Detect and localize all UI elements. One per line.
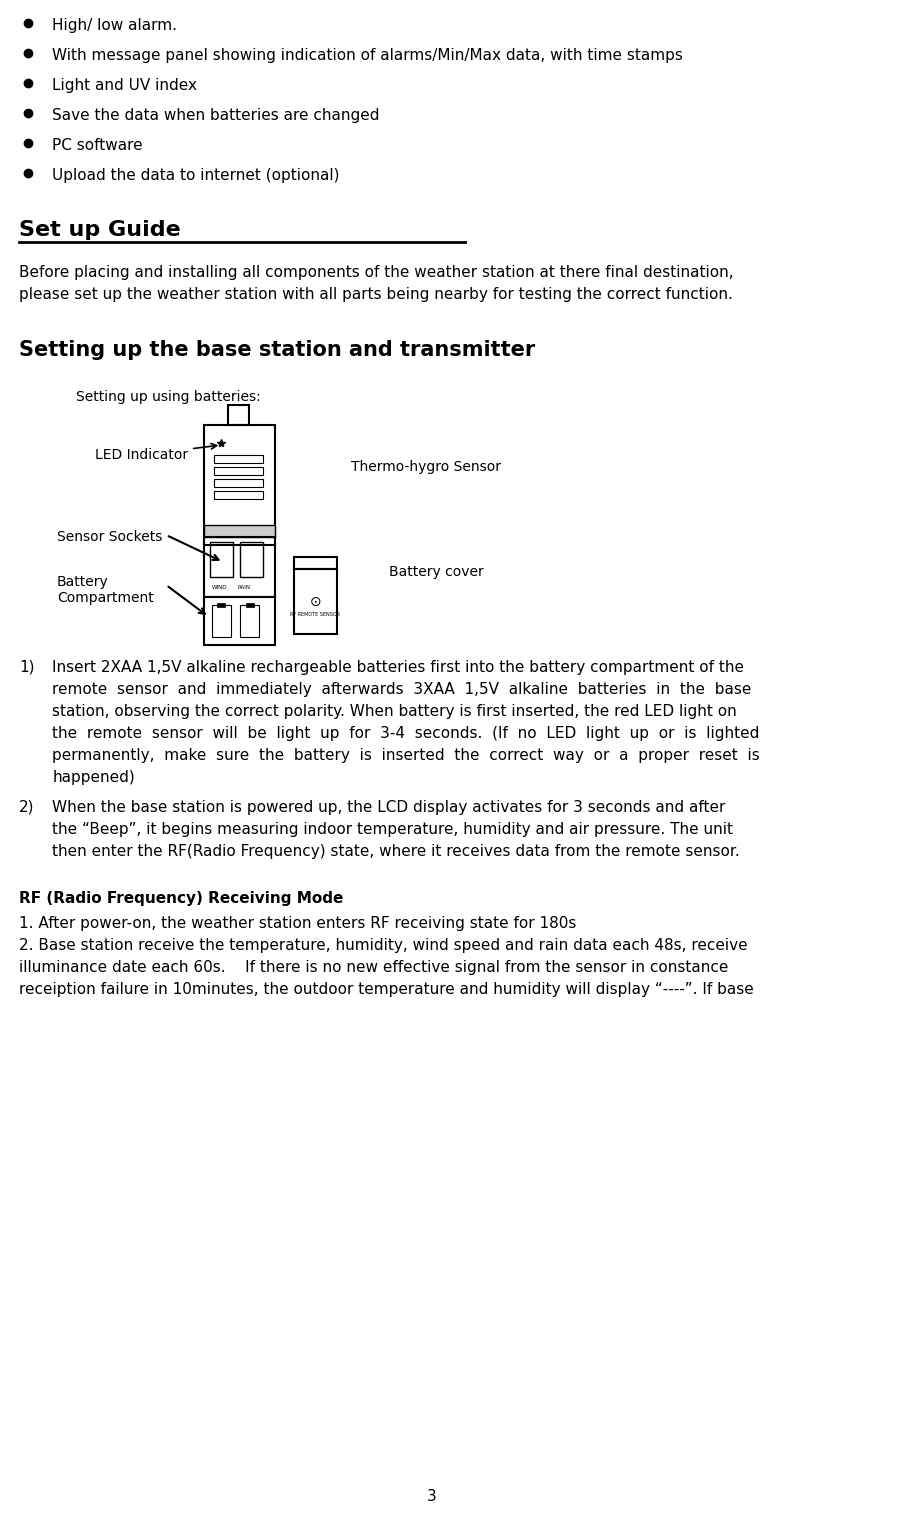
Text: When the base station is powered up, the LCD display activates for 3 seconds and: When the base station is powered up, the… bbox=[52, 799, 725, 815]
Bar bbox=[205, 597, 275, 645]
Bar bbox=[214, 456, 263, 463]
Text: Before placing and installing all components of the weather station at there fin: Before placing and installing all compon… bbox=[19, 265, 734, 280]
Bar bbox=[228, 406, 249, 425]
Text: the  remote  sensor  will  be  light  up  for  3-4  seconds.  (If  no  LED  ligh: the remote sensor will be light up for 3… bbox=[52, 727, 760, 740]
Text: ⊙: ⊙ bbox=[309, 595, 321, 609]
Bar bbox=[205, 425, 275, 545]
Text: station, observing the correct polarity. When battery is first inserted, the red: station, observing the correct polarity.… bbox=[52, 704, 737, 719]
Bar bbox=[217, 603, 225, 607]
Bar bbox=[295, 557, 337, 569]
Text: Insert 2XAA 1,5V alkaline rechargeable batteries first into the battery compartm: Insert 2XAA 1,5V alkaline rechargeable b… bbox=[52, 660, 744, 675]
Bar bbox=[205, 537, 275, 597]
Text: Save the data when batteries are changed: Save the data when batteries are changed bbox=[52, 107, 380, 123]
Bar bbox=[214, 478, 263, 488]
Text: illuminance date each 60s.    If there is no new effective signal from the senso: illuminance date each 60s. If there is n… bbox=[19, 960, 728, 975]
Text: With message panel showing indication of alarms/Min/Max data, with time stamps: With message panel showing indication of… bbox=[52, 48, 683, 64]
Bar bbox=[212, 606, 231, 637]
Bar bbox=[240, 606, 259, 637]
Bar bbox=[246, 603, 254, 607]
Text: 1): 1) bbox=[19, 660, 35, 675]
Text: Thermo-hygro Sensor: Thermo-hygro Sensor bbox=[351, 460, 502, 474]
Bar bbox=[214, 491, 263, 500]
Bar bbox=[214, 466, 263, 475]
Text: happened): happened) bbox=[52, 771, 135, 784]
Text: Upload the data to internet (optional): Upload the data to internet (optional) bbox=[52, 168, 340, 183]
Text: Setting up the base station and transmitter: Setting up the base station and transmit… bbox=[19, 341, 535, 360]
Text: Light and UV index: Light and UV index bbox=[52, 79, 197, 92]
Text: please set up the weather station with all parts being nearby for testing the co: please set up the weather station with a… bbox=[19, 288, 733, 301]
Text: 1. After power-on, the weather station enters RF receiving state for 180s: 1. After power-on, the weather station e… bbox=[19, 916, 576, 931]
Text: permanently,  make  sure  the  battery  is  inserted  the  correct  way  or  a  : permanently, make sure the battery is in… bbox=[52, 748, 760, 763]
Text: 2. Base station receive the temperature, humidity, wind speed and rain data each: 2. Base station receive the temperature,… bbox=[19, 939, 747, 952]
Text: RAIN: RAIN bbox=[237, 584, 250, 590]
Text: RF REMOTE SENSOR: RF REMOTE SENSOR bbox=[290, 612, 340, 616]
Bar bbox=[205, 525, 275, 537]
Text: High/ low alarm.: High/ low alarm. bbox=[52, 18, 177, 33]
Bar bbox=[210, 542, 233, 577]
Text: 3: 3 bbox=[426, 1488, 436, 1503]
Text: Set up Guide: Set up Guide bbox=[19, 220, 181, 241]
Bar bbox=[240, 542, 263, 577]
Text: 2): 2) bbox=[19, 799, 35, 815]
Text: Setting up using batteries:: Setting up using batteries: bbox=[76, 391, 261, 404]
Text: receiption failure in 10minutes, the outdoor temperature and humidity will displ: receiption failure in 10minutes, the out… bbox=[19, 983, 754, 998]
Text: remote  sensor  and  immediately  afterwards  3XAA  1,5V  alkaline  batteries  i: remote sensor and immediately afterwards… bbox=[52, 681, 752, 696]
Text: Battery
Compartment: Battery Compartment bbox=[57, 575, 154, 606]
Text: Battery cover: Battery cover bbox=[389, 565, 484, 578]
Text: Sensor Sockets: Sensor Sockets bbox=[57, 530, 163, 544]
Text: RF (Radio Frequency) Receiving Mode: RF (Radio Frequency) Receiving Mode bbox=[19, 892, 344, 905]
Text: LED Indicator: LED Indicator bbox=[95, 444, 216, 462]
Bar bbox=[295, 569, 337, 634]
Text: then enter the RF(Radio Frequency) state, where it receives data from the remote: then enter the RF(Radio Frequency) state… bbox=[52, 843, 740, 858]
Text: WIND: WIND bbox=[212, 584, 227, 590]
Text: the “Beep”, it begins measuring indoor temperature, humidity and air pressure. T: the “Beep”, it begins measuring indoor t… bbox=[52, 822, 734, 837]
Text: PC software: PC software bbox=[52, 138, 143, 153]
